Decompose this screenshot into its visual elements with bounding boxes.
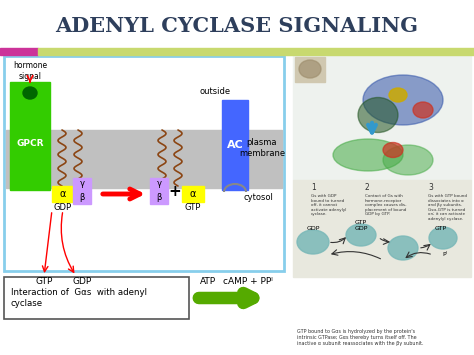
Bar [0, 48, 38, 55]
Text: cAMP + PPᴵ: cAMP + PPᴵ [223, 277, 273, 285]
Bar [6, 130, 282, 188]
Bar [4, 277, 189, 319]
Ellipse shape [346, 224, 376, 246]
Text: Interaction of  Gαs  with adenyl
cyclase: Interaction of Gαs with adenyl cyclase [11, 288, 147, 308]
Text: β: β [79, 193, 85, 202]
Text: GTP bound to Gαs is hydrolyzed by the protein's
intrinsic GTPase; Gαs thereby tu: GTP bound to Gαs is hydrolyzed by the pr… [297, 329, 423, 346]
Text: 2: 2 [365, 182, 370, 191]
Text: ADENYL CYCLASE SIGNALING: ADENYL CYCLASE SIGNALING [55, 16, 419, 36]
Bar [10, 82, 50, 190]
Ellipse shape [23, 87, 37, 99]
Ellipse shape [388, 236, 418, 260]
Ellipse shape [358, 98, 398, 132]
Bar [4, 56, 284, 271]
Text: γ: γ [156, 180, 162, 189]
Ellipse shape [383, 145, 433, 175]
Text: GTP: GTP [355, 219, 367, 224]
Text: α: α [190, 189, 196, 199]
Text: GDP: GDP [54, 203, 72, 213]
Text: GTP: GTP [185, 203, 201, 213]
Ellipse shape [389, 88, 407, 102]
Bar [150, 178, 168, 191]
Ellipse shape [299, 60, 321, 78]
Text: GTP: GTP [35, 277, 53, 285]
Bar [73, 178, 91, 191]
Text: GPCR: GPCR [16, 140, 44, 148]
Bar [38, 48, 474, 55]
Text: Pᴵ: Pᴵ [443, 252, 447, 257]
Text: 1: 1 [311, 182, 316, 191]
Ellipse shape [383, 142, 403, 158]
Bar [293, 55, 471, 180]
Text: +: + [169, 185, 182, 200]
Text: Gs with GTP bound
dissociates into α
and βγ subunits.
Gsα-GTP is turned
on; it c: Gs with GTP bound dissociates into α and… [428, 194, 467, 221]
Text: 3: 3 [428, 182, 433, 191]
Text: α: α [60, 189, 66, 199]
Ellipse shape [363, 75, 443, 125]
Text: AC: AC [227, 140, 243, 150]
Text: outside: outside [200, 87, 230, 97]
Text: cytosol: cytosol [243, 193, 273, 202]
Bar [222, 100, 248, 190]
Bar [295, 57, 325, 82]
Ellipse shape [333, 139, 403, 171]
Text: ATP: ATP [200, 277, 216, 285]
Bar [293, 180, 471, 277]
Text: GDP: GDP [306, 225, 319, 230]
Text: Contact of Gs with
hormone-receptor
complex causes dis-
placement of bound
GDP b: Contact of Gs with hormone-receptor comp… [365, 194, 407, 217]
Text: plasma
membrane: plasma membrane [239, 138, 285, 158]
Ellipse shape [413, 102, 433, 118]
Text: β: β [156, 193, 162, 202]
Text: GDP: GDP [73, 277, 91, 285]
Text: hormone
signal: hormone signal [13, 61, 47, 81]
Bar [52, 186, 74, 202]
Bar [182, 186, 204, 202]
Text: γ: γ [80, 180, 84, 189]
Bar [73, 191, 91, 204]
Text: GDP: GDP [354, 225, 368, 230]
Bar [150, 191, 168, 204]
Ellipse shape [297, 230, 329, 254]
Text: Gs with GDP
bound to turned
off, it cannot
activate adenylyl
cyclase.: Gs with GDP bound to turned off, it cann… [311, 194, 346, 217]
Ellipse shape [429, 227, 457, 249]
Text: GTP: GTP [435, 225, 447, 230]
